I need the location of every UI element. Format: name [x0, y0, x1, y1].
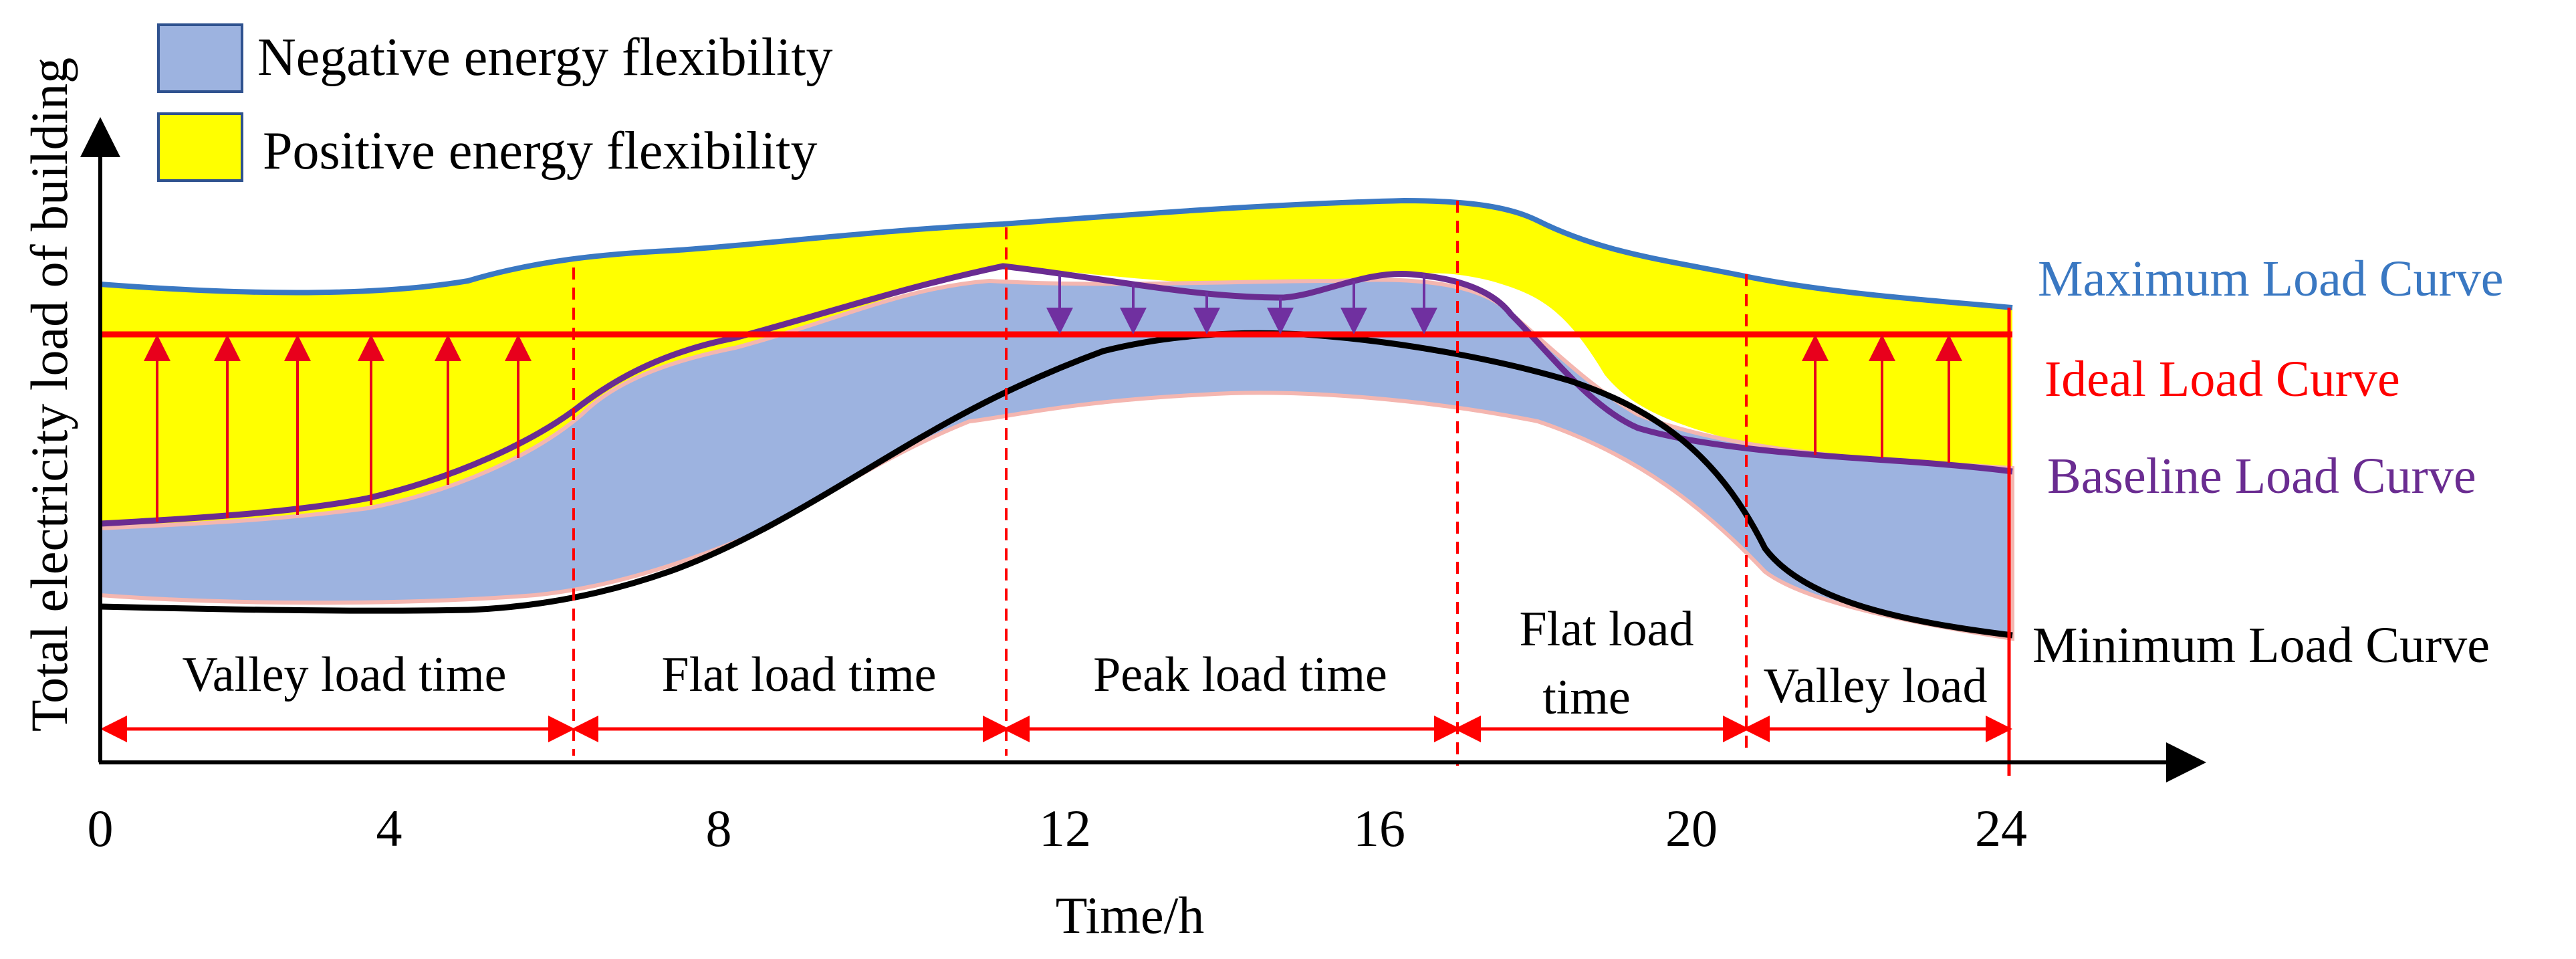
down-arrows-peak	[1046, 274, 1437, 334]
legend-negative-swatch	[157, 23, 243, 93]
x-tick-label: 8	[706, 799, 732, 857]
x-tick-label: 4	[376, 799, 402, 857]
up-arrows-valley-1	[144, 334, 532, 522]
period-label: Flat load time	[661, 647, 936, 702]
ideal-load-label: Ideal Load Curve	[2044, 351, 2400, 407]
y-axis-title: Total electricity load of building	[20, 58, 78, 732]
positive-flexibility-area	[100, 201, 2012, 528]
x-tick-label: 16	[1353, 799, 1405, 857]
period-label: Peak load time	[1093, 647, 1387, 702]
baseline-load-label: Baseline Load Curve	[2047, 448, 2476, 504]
up-arrows-valley-2	[1802, 334, 1962, 463]
period-label: Valley load time	[183, 647, 507, 702]
x-axis-title: Time/h	[1056, 886, 1205, 944]
period-label: time	[1542, 670, 1631, 725]
minimum-load-label: Minimum Load Curve	[2032, 617, 2490, 673]
period-label: Flat load	[1519, 602, 1693, 657]
x-tick-label: 20	[1665, 799, 1718, 857]
maximum-load-curve	[100, 197, 2013, 310]
x-tick-label: 12	[1039, 799, 1091, 857]
legend-positive-swatch	[157, 112, 243, 182]
x-tick-label: 0	[88, 799, 114, 857]
period-label: Valley load	[1764, 659, 1988, 714]
legend-positive-label: Positive energy flexibility	[263, 122, 818, 181]
legend-negative-label: Negative energy flexibility	[257, 28, 832, 87]
minimum-load-curve	[100, 330, 2013, 639]
maximum-load-label: Maximum Load Curve	[2038, 251, 2504, 307]
x-tick-label: 24	[1975, 799, 2027, 857]
period-dividers	[572, 201, 1748, 766]
